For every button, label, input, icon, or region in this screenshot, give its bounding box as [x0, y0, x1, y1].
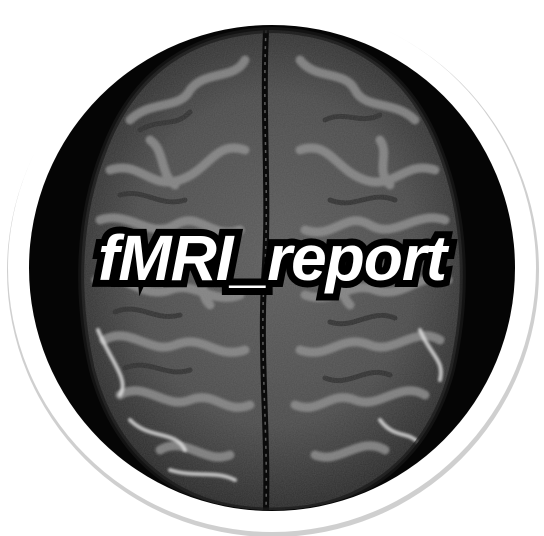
logo-title: fMRI_report [91, 215, 454, 301]
brain-tissue [81, 30, 463, 510]
